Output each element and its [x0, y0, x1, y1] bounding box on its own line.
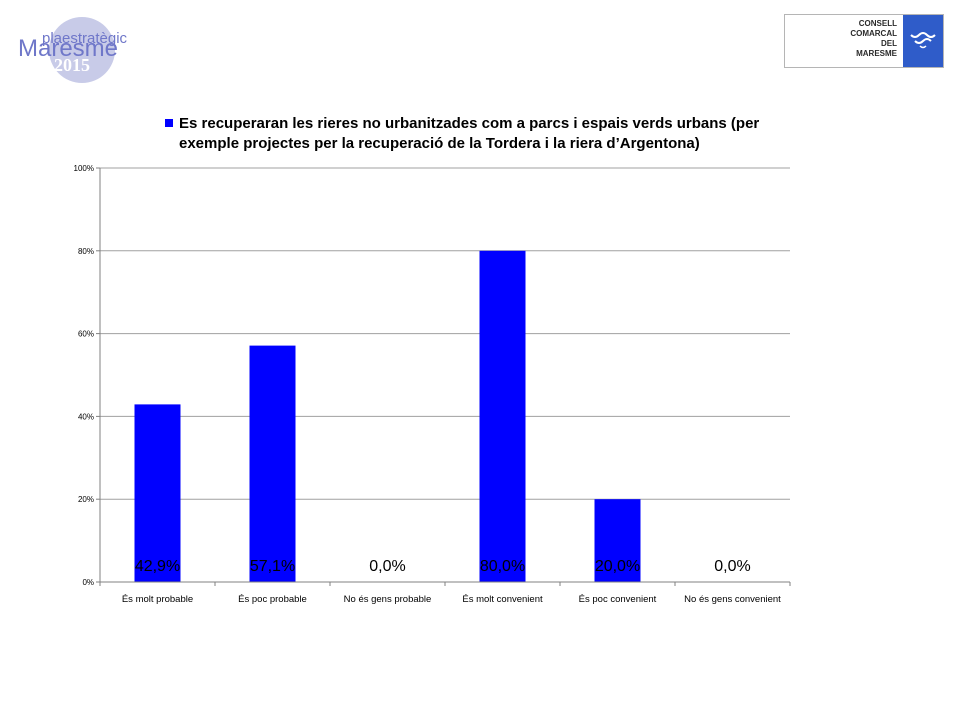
y-tick-label: 40%: [78, 412, 94, 421]
bar: [479, 250, 526, 583]
wave-emblem-icon: [903, 15, 943, 67]
logo-right-line: MARESME: [856, 49, 897, 58]
legend-line-2: exemple projectes per la recuperació de …: [179, 135, 700, 152]
logo-line-3: 2015: [54, 55, 90, 75]
y-tick-label: 60%: [78, 330, 94, 339]
data-label: 0,0%: [369, 558, 405, 575]
chart-legend: Es recuperaran les rieres no urbanitzade…: [165, 115, 759, 152]
consell-comarcal-text: CONSELL COMARCAL DEL MARESME: [785, 15, 903, 67]
logo-line-1: plaestratègic: [42, 30, 128, 47]
y-tick-label: 100%: [74, 164, 94, 173]
y-tick-label: 80%: [78, 247, 94, 256]
x-tick-label: És poc convenient: [579, 594, 657, 605]
bar: [594, 499, 641, 582]
logo-right-line: DEL: [881, 39, 897, 48]
data-label: 57,1%: [250, 558, 295, 575]
data-label: 0,0%: [714, 558, 750, 575]
y-tick-label: 20%: [78, 495, 94, 504]
data-label: 20,0%: [595, 558, 640, 575]
legend-line-1: Es recuperaran les rieres no urbanitzade…: [179, 115, 759, 132]
x-tick-label: No és gens convenient: [684, 594, 781, 605]
logo-right-line: COMARCAL: [850, 29, 897, 38]
consell-comarcal-logo: CONSELL COMARCAL DEL MARESME: [784, 14, 944, 68]
legend-swatch: [165, 119, 173, 127]
x-tick-label: No és gens probable: [344, 594, 432, 605]
data-label: 42,9%: [135, 558, 180, 575]
x-tick-label: És molt convenient: [462, 594, 543, 605]
plaestrategic-logo: plaestratègic Maresme 2015: [10, 10, 150, 85]
y-tick-label: 0%: [82, 578, 94, 587]
bar: [134, 404, 181, 582]
logo-right-line: CONSELL: [858, 19, 897, 28]
bar: [249, 345, 296, 582]
x-tick-label: És molt probable: [122, 594, 193, 605]
logo-line-2: Maresme: [18, 35, 118, 62]
logo-circle-icon: [49, 17, 115, 83]
x-tick-label: És poc probable: [238, 594, 307, 605]
data-label: 80,0%: [480, 558, 525, 575]
